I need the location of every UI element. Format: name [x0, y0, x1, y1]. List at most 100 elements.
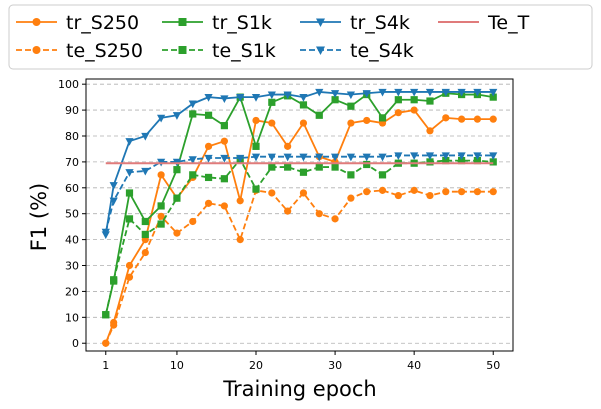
data-point-te_S250	[442, 188, 450, 196]
y-tick-label: 90	[65, 104, 79, 117]
data-point-te_S1k	[102, 311, 110, 319]
legend-item-tr_S250: tr_S250	[16, 12, 139, 34]
data-point-tr_S1k	[157, 202, 165, 210]
data-point-tr_S4k	[283, 91, 292, 100]
data-point-te_S1k	[458, 157, 466, 165]
data-point-te_S250	[141, 248, 149, 257]
legend-label-te_S250: te_S250	[66, 40, 143, 62]
legend-marker-tr_S250	[32, 18, 41, 26]
data-point-te_S250	[331, 215, 339, 223]
data-point-tr_S250	[394, 109, 402, 117]
data-point-tr_S1k	[394, 96, 402, 104]
series-te_S1k	[102, 155, 497, 319]
data-point-te_S4k	[141, 167, 150, 176]
data-point-tr_S250	[299, 119, 308, 127]
data-point-tr_S1k	[252, 142, 260, 150]
data-point-te_S4k	[346, 153, 355, 162]
data-point-te_S250	[489, 188, 497, 196]
data-point-te_S250	[410, 186, 418, 194]
data-point-te_S1k	[110, 276, 118, 284]
y-tick-label: 20	[65, 285, 79, 298]
data-point-tr_S250	[363, 116, 371, 125]
y-tick-label: 30	[65, 260, 79, 273]
legend-label-te_S4k: te_S4k	[350, 40, 414, 62]
data-point-te_S1k	[204, 173, 213, 182]
legend-marker-tr_S4k	[316, 18, 325, 27]
data-point-te_S4k	[251, 153, 261, 162]
data-point-te_S250	[426, 191, 434, 200]
data-point-te_S250	[173, 229, 181, 237]
series-tr_S4k	[101, 88, 498, 240]
data-point-te_S250	[220, 202, 228, 210]
data-point-te_S250	[347, 194, 355, 202]
data-point-tr_S1k	[204, 111, 213, 119]
data-point-tr_S4k	[251, 94, 261, 102]
data-point-tr_S4k	[220, 95, 229, 104]
data-point-te_S4k	[283, 153, 292, 162]
data-point-te_S1k	[252, 185, 260, 193]
data-point-tr_S4k	[315, 88, 324, 97]
data-point-tr_S1k	[220, 122, 228, 130]
data-point-te_S4k	[101, 228, 110, 237]
data-point-tr_S4k	[346, 91, 355, 100]
y-tick-label: 60	[65, 182, 79, 195]
data-point-te_S4k	[125, 169, 134, 177]
data-point-tr_S1k	[410, 96, 418, 104]
data-point-tr_S1k	[489, 93, 497, 101]
series-line-tr_S250	[104, 109, 494, 344]
data-point-te_S1k	[347, 171, 355, 179]
data-point-tr_S4k	[125, 138, 134, 146]
data-point-tr_S4k	[425, 88, 435, 97]
data-point-te_S250	[268, 189, 276, 197]
y-tick-label: 80	[65, 130, 79, 143]
legend-label-tr_S4k: tr_S4k	[350, 12, 410, 34]
data-point-te_S1k	[315, 163, 323, 171]
data-point-tr_S4k	[457, 88, 466, 97]
x-axis-label: Training epoch	[222, 377, 377, 401]
data-point-tr_S1k	[173, 166, 181, 174]
data-point-tr_S1k	[347, 102, 355, 110]
data-point-tr_S250	[473, 115, 482, 123]
legend-item-Te_T: Te_T	[438, 12, 530, 34]
data-point-tr_S250	[410, 106, 418, 114]
data-point-te_S250	[204, 199, 213, 207]
x-tick-label: 50	[486, 359, 500, 372]
data-point-tr_S1k	[331, 96, 339, 104]
data-point-te_S250	[236, 236, 244, 244]
data-point-te_S4k	[236, 154, 245, 163]
legend-item-tr_S4k: tr_S4k	[300, 12, 410, 34]
data-point-te_S1k	[284, 163, 292, 171]
data-point-tr_S250	[489, 115, 497, 123]
data-point-tr_S250	[347, 119, 355, 127]
legend-item-tr_S1k: tr_S1k	[162, 12, 272, 34]
data-point-tr_S250	[442, 114, 450, 122]
x-tick-label: 1	[102, 359, 109, 372]
y-tick-label: 10	[65, 311, 79, 324]
data-point-tr_S1k	[268, 98, 276, 106]
series-line-te_S4k	[104, 154, 494, 233]
data-point-te_S1k	[299, 168, 308, 176]
data-point-tr_S250	[236, 197, 244, 205]
data-point-te_S1k	[426, 158, 434, 166]
data-point-tr_S250	[458, 115, 466, 123]
data-point-tr_S4k	[109, 182, 118, 190]
data-point-te_S250	[284, 207, 292, 215]
y-axis-label: F1 (%)	[27, 183, 51, 251]
data-point-te_S250	[299, 189, 308, 197]
legend-marker-te_S1k	[178, 46, 187, 54]
legend-item-te_S1k: te_S1k	[162, 40, 276, 62]
data-point-te_S250	[110, 321, 118, 329]
data-point-te_S4k	[109, 197, 118, 206]
data-point-te_S1k	[473, 157, 482, 165]
data-point-te_S1k	[442, 157, 450, 165]
data-point-tr_S4k	[188, 100, 197, 109]
legend-marker-te_S250	[32, 46, 41, 54]
x-axis-ticks: 1 10 20 30 40 50	[102, 351, 500, 372]
data-point-te_S4k	[267, 153, 276, 162]
data-point-te_S1k	[125, 215, 134, 223]
data-point-te_S1k	[331, 163, 339, 171]
data-point-tr_S250	[252, 116, 260, 125]
data-point-tr_S1k	[125, 189, 134, 197]
data-point-tr_S4k	[473, 88, 482, 97]
series-line-te_S1k	[104, 158, 494, 315]
